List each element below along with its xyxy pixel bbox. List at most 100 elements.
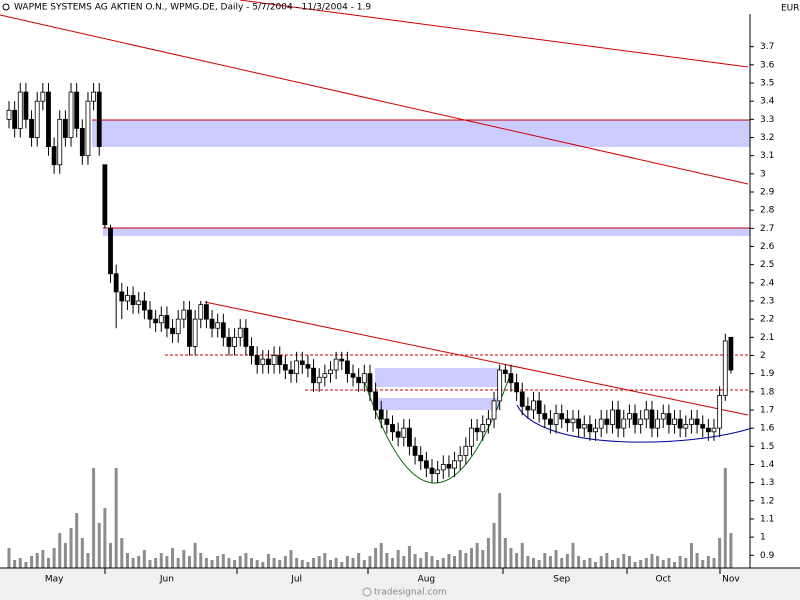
volume-bar <box>627 556 631 568</box>
candle-body <box>722 340 728 396</box>
candle-body <box>378 409 384 420</box>
volume-bar <box>165 556 169 568</box>
candle-body <box>548 418 553 425</box>
volume-bar <box>565 554 569 568</box>
candle-body <box>17 91 23 129</box>
annotations <box>0 0 753 484</box>
volume-bar <box>526 556 530 568</box>
volume-bar <box>340 562 344 568</box>
trend-line <box>204 301 749 416</box>
volume-bar <box>644 558 648 568</box>
y-tick-label: 1.4 <box>760 460 775 470</box>
volume-bar <box>639 560 643 568</box>
volume-bar <box>334 558 338 568</box>
month-ticks <box>104 568 721 574</box>
candle-body <box>632 413 638 425</box>
candle-body <box>130 295 136 306</box>
volume-bar <box>278 560 282 568</box>
candle-body <box>440 464 446 471</box>
volume-bar <box>509 548 513 568</box>
candle-body <box>91 91 96 102</box>
candle-body <box>209 318 215 329</box>
y-tick-label: 0.9 <box>760 551 775 561</box>
volume-bar <box>362 560 366 568</box>
volume-bar <box>300 560 304 568</box>
candle-body <box>254 355 260 365</box>
candle-body <box>328 369 333 375</box>
volume-bar <box>368 556 372 568</box>
volume-bar <box>171 548 175 568</box>
volume-bar <box>594 562 598 568</box>
candle-body <box>581 424 587 429</box>
volume-bar <box>154 558 158 568</box>
candle-body <box>6 109 12 120</box>
y-tick-label: 2.6 <box>760 242 775 252</box>
volume-bar <box>86 553 90 568</box>
x-tick-label: May <box>45 575 64 585</box>
watermark: tradesignal.com <box>374 588 447 598</box>
volume-bar <box>633 562 637 568</box>
y-tick-label: 1.6 <box>760 424 775 434</box>
volume-bar <box>199 553 203 568</box>
currency-label: EUR <box>781 4 800 14</box>
volume-bar <box>312 558 316 568</box>
candle-body <box>480 424 486 433</box>
volume-bar <box>515 553 519 568</box>
volume-bar <box>543 553 547 568</box>
volume-bar <box>554 550 558 568</box>
trend-line <box>0 14 749 185</box>
volume-bar <box>18 558 22 568</box>
candle-body <box>170 327 175 335</box>
candle-body <box>187 309 192 347</box>
candle-body <box>74 91 80 129</box>
candle-body <box>181 309 187 320</box>
candle-body <box>683 424 689 429</box>
candle-body <box>220 322 226 338</box>
volume-bar <box>453 556 457 568</box>
volume-bar <box>577 556 581 568</box>
volume-bar <box>424 552 428 568</box>
candle-body <box>649 409 655 429</box>
candle-body <box>469 427 474 447</box>
volume-bar <box>469 548 473 568</box>
volume-bar <box>109 543 113 568</box>
volume-bar <box>323 553 327 568</box>
candle-body <box>288 369 294 375</box>
candle-body <box>299 360 305 365</box>
candle-body <box>344 360 350 375</box>
candle-body <box>717 395 723 429</box>
gap-zone <box>375 398 500 410</box>
volume-bar <box>588 558 592 568</box>
volume-bar <box>97 523 101 568</box>
candle-body <box>339 358 345 362</box>
candle-body <box>361 373 367 384</box>
volume-bar <box>706 556 710 568</box>
volume-bar <box>216 556 220 568</box>
y-tick-label: 1 <box>760 533 766 543</box>
volume-bar <box>622 554 626 568</box>
volume-bar <box>13 560 17 568</box>
candle-body <box>96 91 102 147</box>
volume-bar <box>193 543 197 568</box>
volume-bar <box>396 550 400 568</box>
volume-bar <box>210 560 214 568</box>
volume-bar <box>701 560 705 568</box>
candle-body <box>452 460 457 469</box>
volume-bar <box>661 560 665 568</box>
candle-body <box>350 373 356 378</box>
watermark-icon <box>362 587 372 597</box>
volume-bar <box>131 558 135 568</box>
volume-bar <box>250 558 254 568</box>
candle-body <box>638 418 644 425</box>
y-tick-label: 1.8 <box>760 387 775 397</box>
candle-body <box>485 418 491 425</box>
candle-body <box>175 318 181 335</box>
candle-body <box>164 315 170 329</box>
y-tick-label: 3 <box>760 169 766 179</box>
candle-body <box>559 413 565 420</box>
candle-body <box>689 418 694 425</box>
candle-body <box>113 273 119 293</box>
resistance-zone <box>103 228 750 236</box>
x-tick-label: Nov <box>722 575 740 585</box>
volume-bar <box>233 560 237 568</box>
